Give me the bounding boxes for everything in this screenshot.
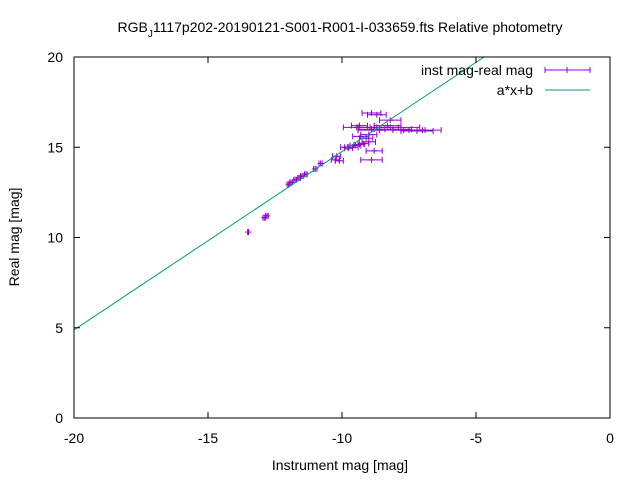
fit-line — [74, 57, 485, 331]
data-point — [365, 147, 383, 154]
data-point — [317, 160, 324, 167]
data-point — [360, 156, 383, 163]
x-tick-label: 0 — [606, 430, 614, 446]
data-point — [400, 128, 434, 135]
data-point — [344, 145, 354, 152]
y-tick-label: 5 — [55, 320, 63, 336]
data-point — [352, 133, 370, 140]
data-layer — [74, 57, 485, 331]
data-point — [379, 117, 402, 124]
chart-title-prefix: RGB — [118, 19, 148, 35]
plot-area — [73, 56, 611, 419]
chart-title-subscript: J — [148, 29, 153, 40]
x-axis-label: Instrument mag [mag] — [272, 457, 408, 473]
data-point — [376, 124, 421, 131]
data-point — [263, 212, 270, 219]
x-axis-ticks: -20 -15 -10 -5 0 — [64, 57, 614, 446]
chart-title: RGBJ1117p202-20190121-S001-R001-I-033659… — [118, 19, 563, 40]
data-point — [403, 127, 442, 134]
data-point — [332, 153, 342, 160]
data-point — [334, 157, 344, 164]
data-point — [361, 138, 376, 145]
y-axis-label: Real mag [mag] — [6, 188, 22, 287]
legend-label: a*x+b — [497, 82, 533, 98]
x-tick-label: -15 — [198, 430, 218, 446]
plot-frame — [73, 56, 611, 419]
data-point — [353, 141, 366, 148]
data-point — [245, 229, 252, 236]
y-axis-ticks: 0 5 10 15 20 — [47, 49, 610, 426]
legend-label: inst mag-real mag — [421, 62, 533, 78]
legend: inst mag-real mag a*x+b — [421, 62, 591, 98]
chart-title-suffix: 1117p202-20190121-S001-R001-I-033659.fts… — [153, 19, 563, 35]
data-point — [346, 144, 359, 151]
y-tick-label: 0 — [55, 410, 63, 426]
x-tick-label: -5 — [470, 430, 483, 446]
y-tick-label: 20 — [47, 49, 63, 65]
y-tick-label: 15 — [47, 139, 63, 155]
x-tick-label: -10 — [332, 430, 352, 446]
y-tick-label: 10 — [47, 230, 63, 246]
x-tick-label: -20 — [64, 430, 84, 446]
data-point — [366, 111, 387, 118]
